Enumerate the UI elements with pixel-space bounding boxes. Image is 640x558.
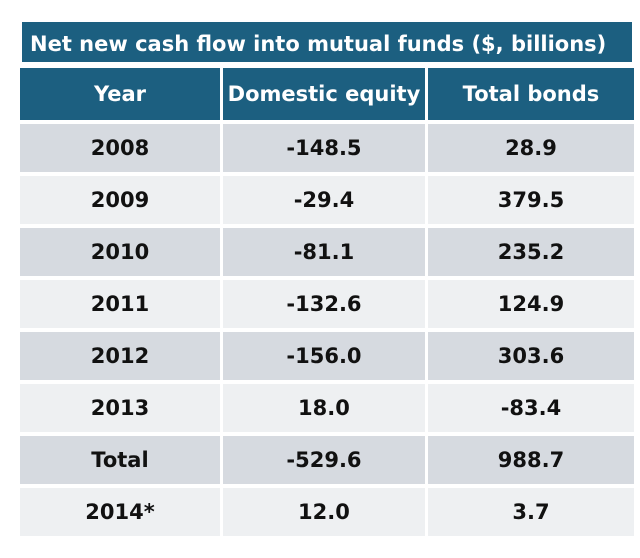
column-header-domestic-equity: Domestic equity [222, 68, 425, 120]
cell-total-bonds: -83.4 [427, 384, 634, 432]
cell-year: 2010 [20, 228, 220, 276]
cell-year: 2012 [20, 332, 220, 380]
cell-total-bonds: 303.6 [427, 332, 634, 380]
cell-domestic-equity: -156.0 [222, 332, 425, 380]
data-table: Year Domestic equity Total bonds 2008 -1… [17, 64, 637, 540]
total-row: Total -529.6 988.7 [20, 436, 634, 484]
table-row: 2012 -156.0 303.6 [20, 332, 634, 380]
cash-flow-table: Net new cash flow into mutual funds ($, … [20, 20, 634, 540]
table-row: 2008 -148.5 28.9 [20, 124, 634, 172]
table-row: 2014* 12.0 3.7 [20, 488, 634, 536]
cell-domestic-equity: -81.1 [222, 228, 425, 276]
cell-year: 2013 [20, 384, 220, 432]
column-header-year: Year [20, 68, 220, 120]
cell-year: 2011 [20, 280, 220, 328]
column-header-total-bonds: Total bonds [427, 68, 634, 120]
cell-total-bonds: 124.9 [427, 280, 634, 328]
cell-total-bonds: 235.2 [427, 228, 634, 276]
cell-year: 2014* [20, 488, 220, 536]
table-title: Net new cash flow into mutual funds ($, … [20, 20, 634, 64]
header-row: Year Domestic equity Total bonds [20, 68, 634, 120]
cell-domestic-equity: -529.6 [222, 436, 425, 484]
cell-domestic-equity: -132.6 [222, 280, 425, 328]
cell-total-bonds: 28.9 [427, 124, 634, 172]
table-row: 2013 18.0 -83.4 [20, 384, 634, 432]
cell-domestic-equity: 12.0 [222, 488, 425, 536]
cell-year: 2008 [20, 124, 220, 172]
table-row: 2011 -132.6 124.9 [20, 280, 634, 328]
cell-domestic-equity: -29.4 [222, 176, 425, 224]
table-row: 2010 -81.1 235.2 [20, 228, 634, 276]
cell-total-bonds: 988.7 [427, 436, 634, 484]
cell-year: 2009 [20, 176, 220, 224]
cell-year: Total [20, 436, 220, 484]
table-row: 2009 -29.4 379.5 [20, 176, 634, 224]
cell-domestic-equity: -148.5 [222, 124, 425, 172]
cell-total-bonds: 3.7 [427, 488, 634, 536]
cell-total-bonds: 379.5 [427, 176, 634, 224]
cell-domestic-equity: 18.0 [222, 384, 425, 432]
